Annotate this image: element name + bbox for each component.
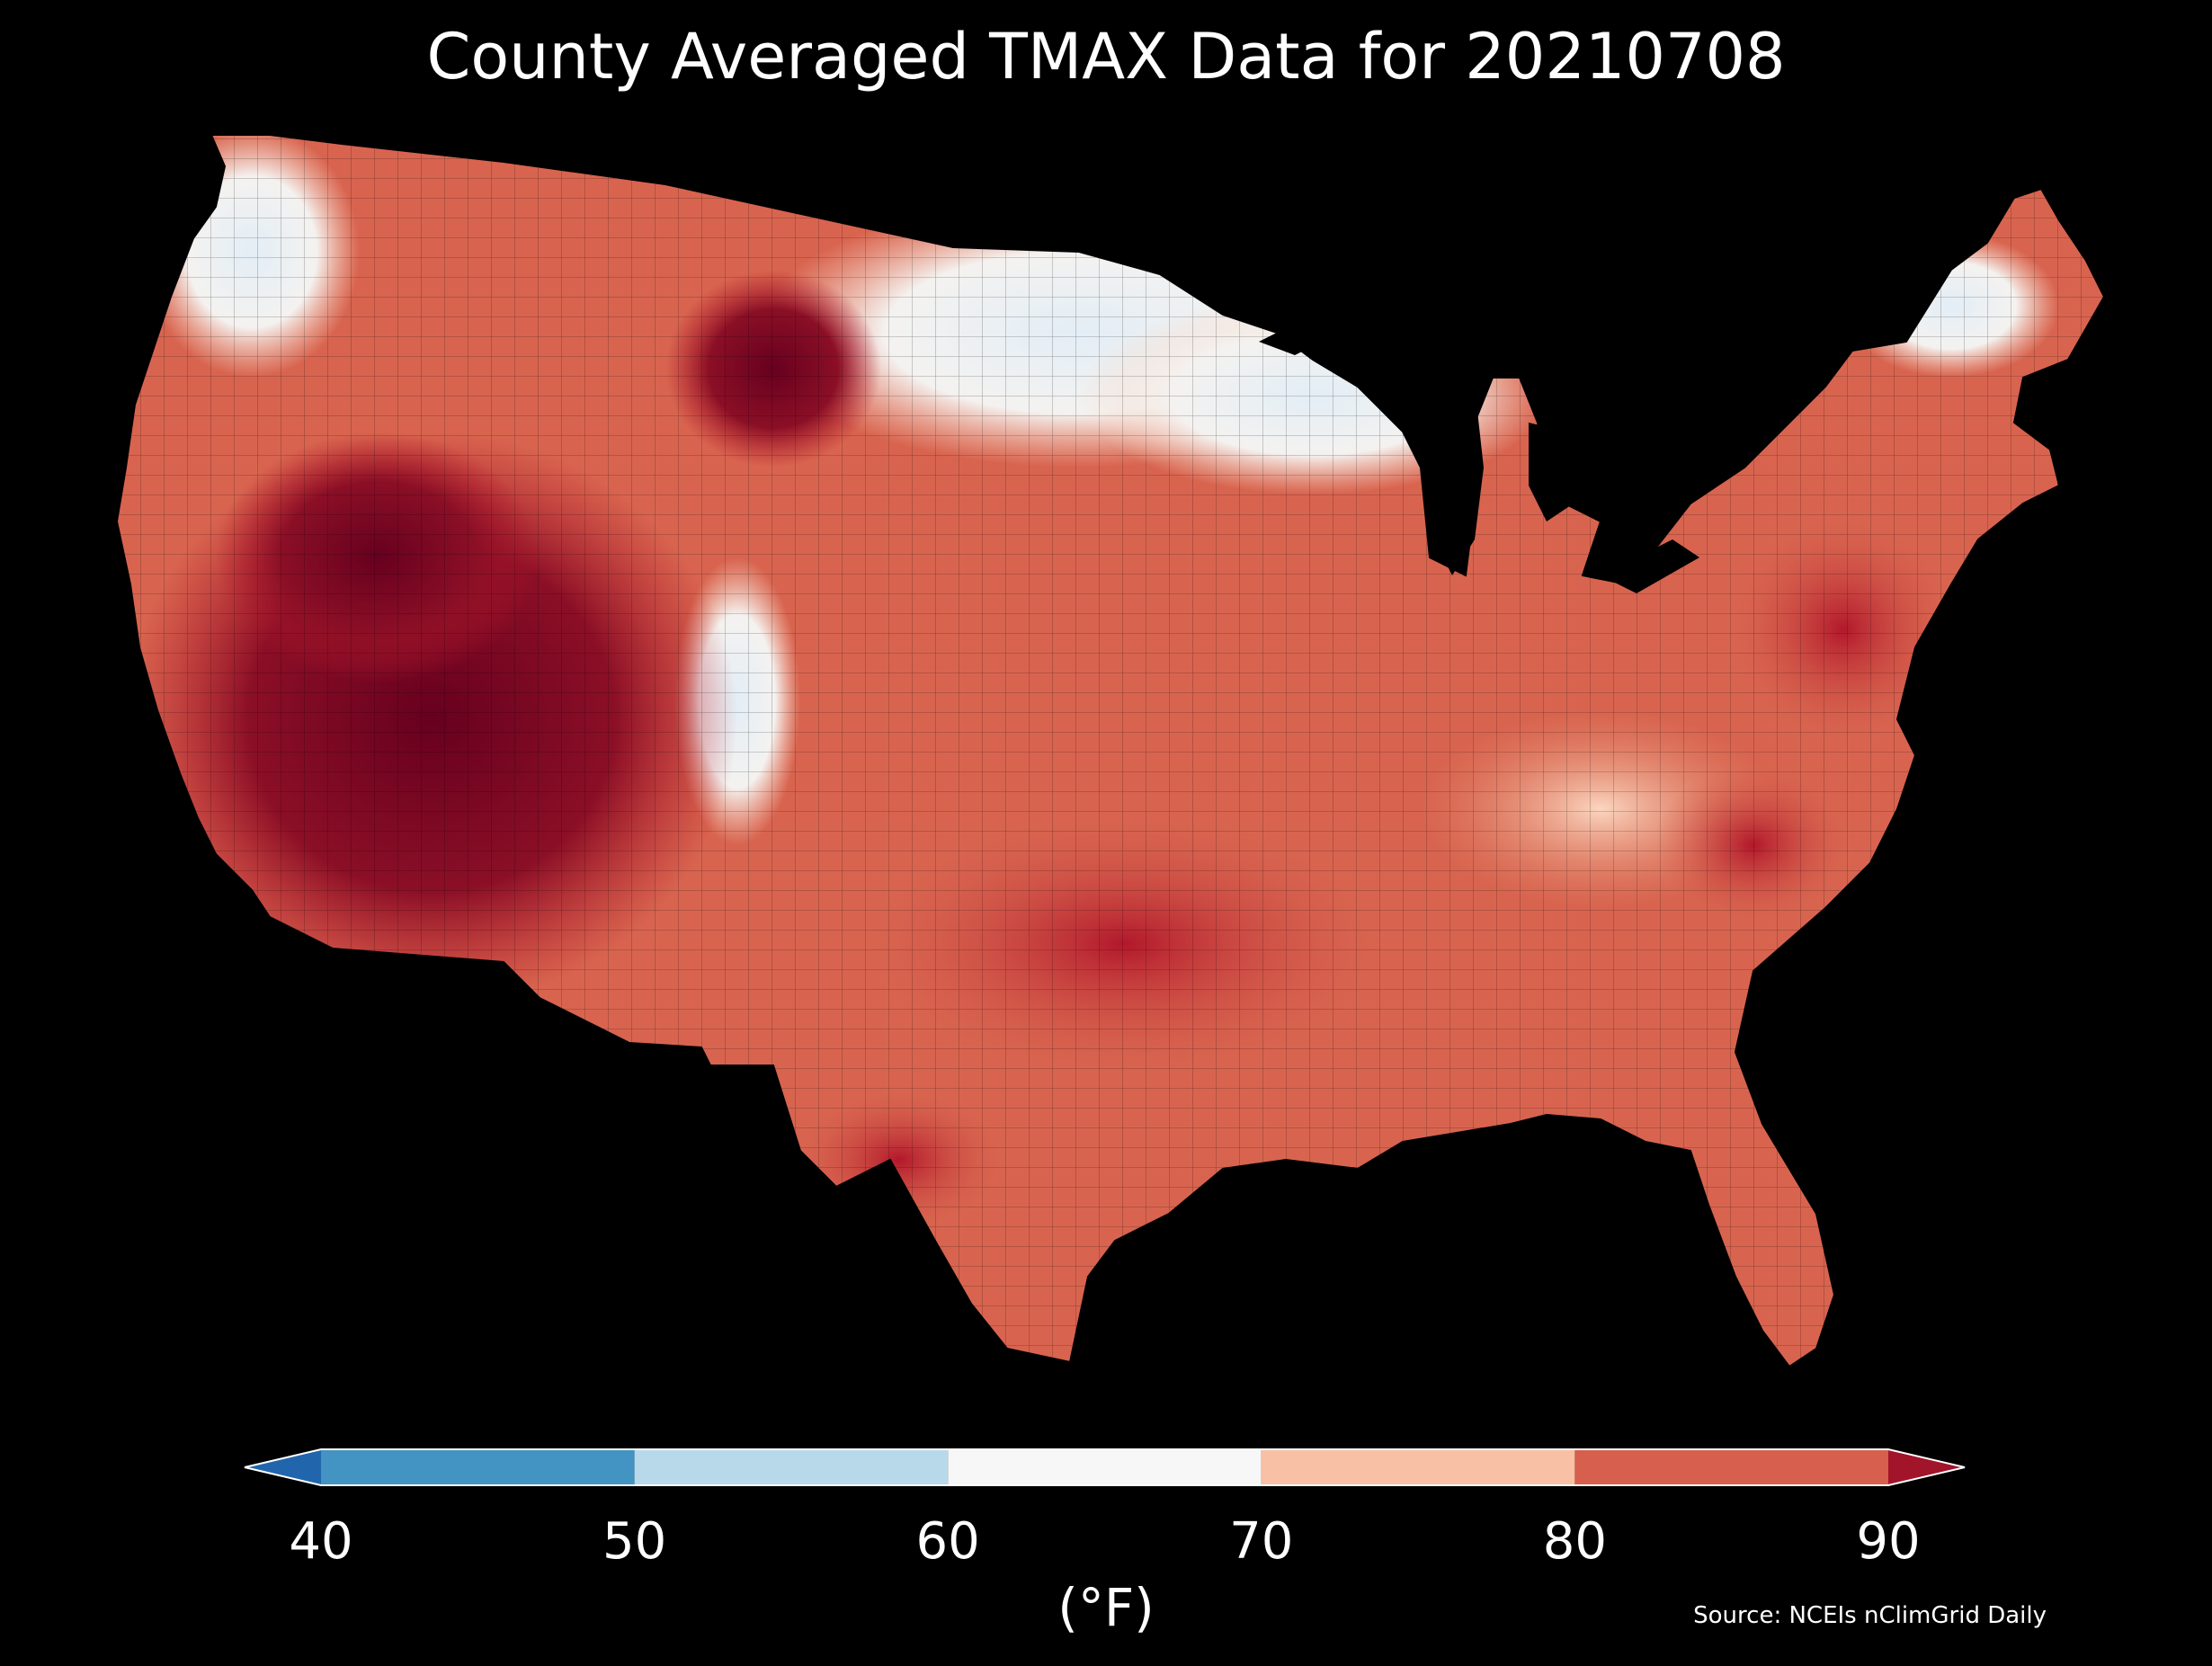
colorbar-bin (1888, 1449, 1965, 1485)
colorbar-tick-label: 90 (1856, 1512, 1921, 1571)
colorbar-frame (244, 1448, 1966, 1486)
colorbar-tick-label: 70 (1229, 1512, 1294, 1571)
colorbar-bin (245, 1449, 321, 1485)
colorbar (244, 1448, 1966, 1486)
colorbar-bin (948, 1449, 1262, 1485)
colorbar-bin (321, 1449, 635, 1485)
map-title: County Averaged TMAX Data for 20210708 (426, 20, 1786, 94)
colorbar-bins (245, 1449, 1965, 1485)
colorbar-unit-label: (°F) (1057, 1577, 1155, 1638)
map-fill-layer (117, 135, 2104, 1367)
source-credit: Source: NCEIs nClimGrid Daily (1693, 1602, 2047, 1629)
colorbar-tick-label: 40 (289, 1512, 353, 1571)
colorbar-bin (1574, 1449, 1888, 1485)
colorbar-bin (1261, 1449, 1575, 1485)
us-county-map (116, 134, 2105, 1368)
colorbar-tick-label: 60 (915, 1512, 980, 1571)
colorbar-tick-label: 80 (1542, 1512, 1608, 1571)
colorbar-bin (634, 1449, 949, 1485)
colorbar-tick-label: 50 (602, 1512, 667, 1571)
great-lakes (1259, 288, 1699, 593)
